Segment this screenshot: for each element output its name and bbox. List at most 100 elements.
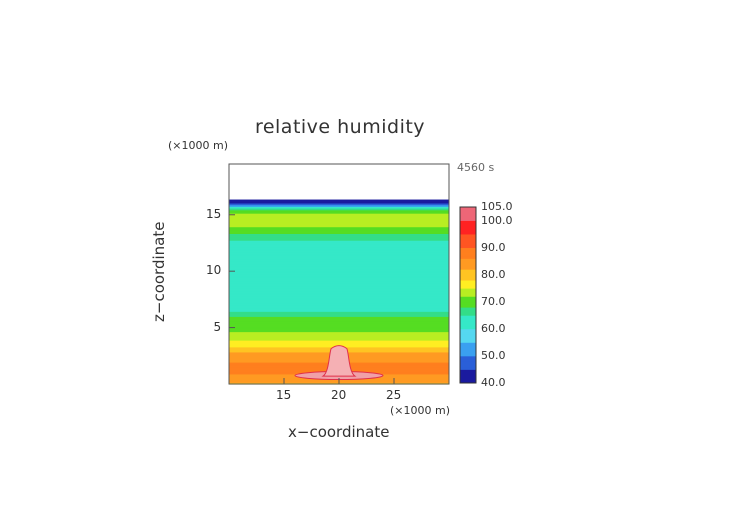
field-band xyxy=(229,211,449,214)
colorbar-swatch xyxy=(460,228,476,232)
field-band xyxy=(229,216,449,219)
field-band xyxy=(229,272,449,275)
field-band xyxy=(229,224,449,228)
field-band xyxy=(229,262,449,265)
colorbar-swatch xyxy=(460,299,476,303)
field-band xyxy=(229,336,449,339)
colorbar-swatch xyxy=(460,304,476,308)
field-band xyxy=(229,318,449,321)
colorbar-swatch xyxy=(460,250,476,254)
field-band xyxy=(229,343,449,346)
field-band xyxy=(229,250,449,253)
field-band xyxy=(229,323,449,326)
colorbar-swatch xyxy=(460,212,476,216)
field-band xyxy=(229,304,449,307)
colorbar-swatch xyxy=(460,334,476,338)
colorbar-tick-label: 50.0 xyxy=(481,348,506,362)
time-label: 4560 s xyxy=(457,161,495,174)
colorbar-swatch xyxy=(460,326,476,330)
field-band xyxy=(229,280,449,284)
field-band xyxy=(229,314,449,317)
z-unit-label: (×1000 m) xyxy=(168,139,229,152)
field-band xyxy=(229,214,449,218)
colorbar-swatch xyxy=(460,263,476,267)
field-band xyxy=(229,238,449,241)
colorbar-swatch xyxy=(460,269,476,273)
x-tick-label: 20 xyxy=(331,388,347,402)
x-axis-label: x−coordinate xyxy=(288,423,390,441)
colorbar-swatch xyxy=(460,342,476,346)
field-band xyxy=(229,221,449,224)
colorbar-swatch xyxy=(460,217,476,221)
colorbar-swatch xyxy=(460,374,476,378)
colorbar-swatch xyxy=(460,364,476,368)
field-band xyxy=(229,289,449,292)
field-band xyxy=(229,275,449,278)
field-band xyxy=(229,206,449,209)
colorbar-swatch xyxy=(460,220,476,224)
colorbar-swatch xyxy=(460,285,476,289)
y-tick-label: 5 xyxy=(213,319,222,334)
field-band xyxy=(229,307,449,311)
colorbar-swatch xyxy=(460,336,476,341)
field-band xyxy=(229,340,449,343)
field-band xyxy=(229,285,449,289)
y-tick-label: 10 xyxy=(206,263,222,278)
field-band xyxy=(229,302,449,306)
colorbar-swatch xyxy=(460,236,476,240)
colorbar-swatch xyxy=(460,280,476,284)
colorbar-swatch xyxy=(460,242,476,246)
colorbar-swatch xyxy=(460,301,476,305)
colorbar-swatch xyxy=(460,293,476,297)
field-band xyxy=(229,316,449,319)
colorbar-swatch xyxy=(460,358,476,362)
x-unit-label: (×1000 m) xyxy=(390,404,451,417)
colorbar-swatch xyxy=(460,258,476,262)
field-band xyxy=(229,241,449,245)
colorbar-swatch xyxy=(460,225,476,230)
field-band xyxy=(229,270,449,273)
field-band xyxy=(229,257,449,260)
colorbar-swatch xyxy=(460,290,476,295)
colorbar-swatch xyxy=(460,347,476,351)
colorbar-swatch xyxy=(460,207,476,211)
field-band xyxy=(229,245,449,248)
field-band xyxy=(229,235,449,238)
field-band xyxy=(229,282,449,285)
colorbar-swatch xyxy=(460,239,476,243)
field-band xyxy=(229,248,449,251)
colorbar-swatch xyxy=(460,366,476,370)
colorbar-swatch xyxy=(460,266,476,270)
field-band xyxy=(229,246,449,250)
colorbar-swatch xyxy=(460,315,476,319)
field-band xyxy=(229,341,449,344)
chart-title: relative humidity xyxy=(254,116,426,138)
field-band xyxy=(229,240,449,243)
field-band xyxy=(229,326,449,329)
field-band xyxy=(229,306,449,309)
field-band xyxy=(229,290,449,294)
x-tick-label: 15 xyxy=(276,388,292,402)
colorbar-swatch xyxy=(460,350,476,354)
field-band xyxy=(229,297,449,300)
field-band xyxy=(229,265,449,268)
field-band xyxy=(229,202,449,206)
colorbar-swatch xyxy=(460,369,476,373)
field-band xyxy=(229,230,449,233)
colorbar-swatch xyxy=(460,320,476,324)
field-band xyxy=(229,311,449,314)
colorbar-tick-label: 80.0 xyxy=(481,267,506,281)
colorbar-swatch xyxy=(460,309,476,313)
field-band xyxy=(229,268,449,272)
field-band xyxy=(229,204,449,207)
field-band xyxy=(229,219,449,223)
field-band xyxy=(229,209,449,212)
field-band xyxy=(229,277,449,280)
field-band xyxy=(229,231,449,234)
colorbar-swatch xyxy=(460,277,476,281)
colorbar-swatch xyxy=(460,377,476,381)
field-band xyxy=(229,253,449,256)
field-band xyxy=(229,309,449,312)
field-band xyxy=(229,226,449,229)
colorbar-swatch xyxy=(460,323,476,327)
